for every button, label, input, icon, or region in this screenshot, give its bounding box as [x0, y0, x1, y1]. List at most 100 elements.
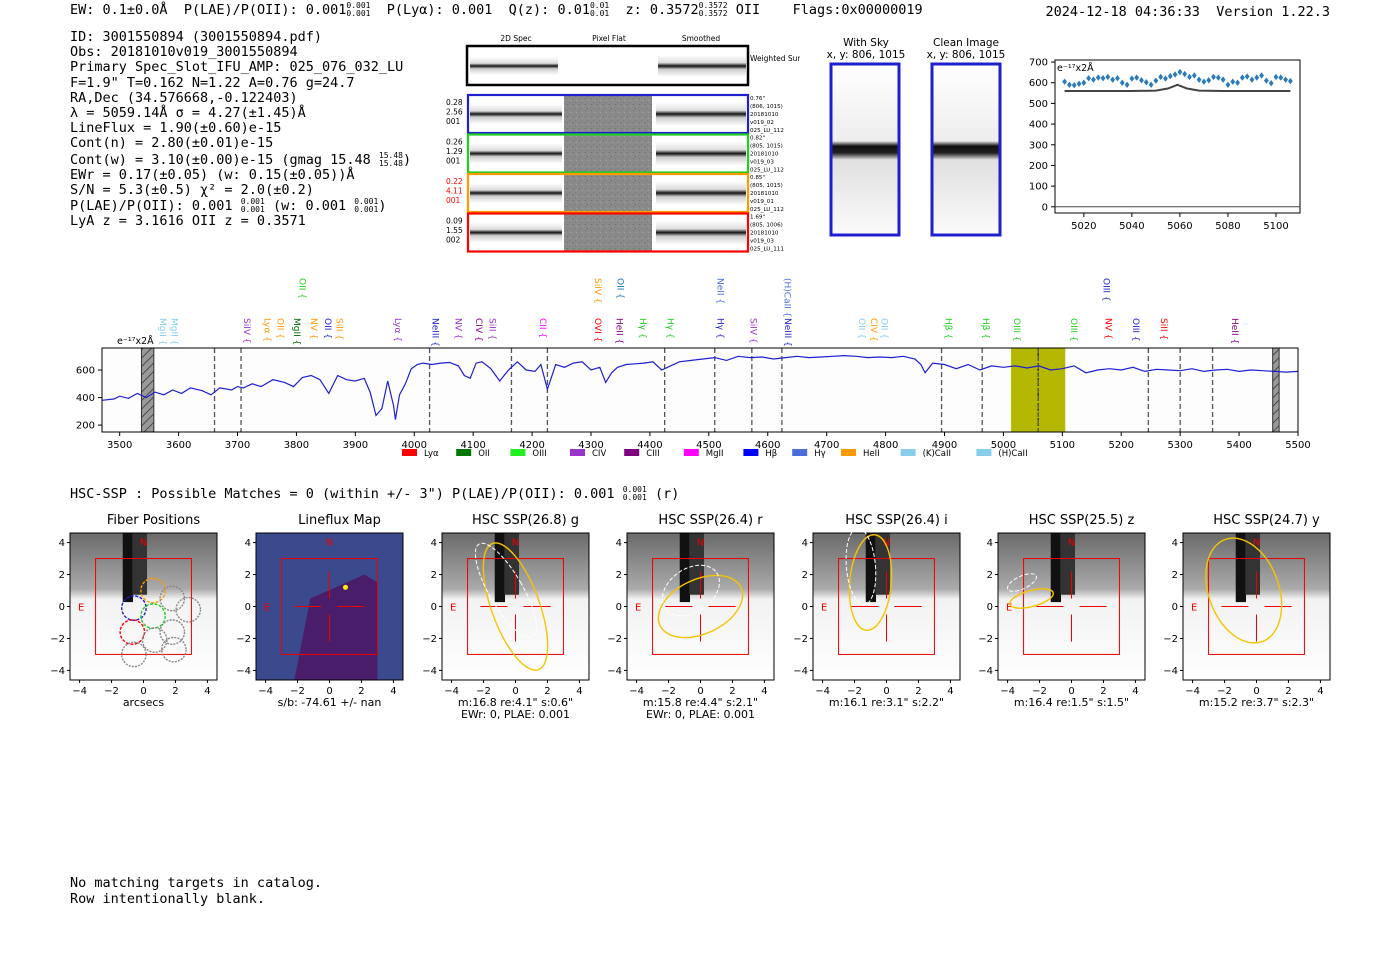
- hsc-title-hi: 0.001: [622, 485, 647, 494]
- panel-ytick-label: −2: [607, 634, 622, 645]
- compass-east: E: [635, 603, 641, 614]
- bright-source-streak: [494, 533, 506, 603]
- info-primary: Primary Spec_Slot_IFU_AMP: 025_076_032_L…: [70, 59, 404, 76]
- full-axes-frame: [101, 347, 1299, 433]
- full-ytick-label: 200: [76, 421, 95, 432]
- legend-label: MgII: [706, 449, 724, 459]
- info-plae: P(LAE)/P(OII): 0.001: [70, 198, 233, 215]
- panel-xtick-label: 0: [1253, 686, 1259, 697]
- emission-line-label: Lyα {: [262, 318, 272, 342]
- info-fline: F=1.9" T=0.162 N=1.22 A=0.76 g=24.7: [70, 74, 355, 91]
- header-flags: Flags:0x00000019: [792, 2, 923, 18]
- legend-label: CIII: [646, 449, 659, 459]
- zoom-xtick-label: 5040: [1119, 221, 1144, 232]
- panel-image: N E 4 2 0 −2 −4 −4 −2 0 2 4: [793, 527, 961, 697]
- cutout-right-label: 20181010: [750, 231, 779, 237]
- header-z-hi: 0.3572: [698, 1, 728, 10]
- info-plae-w: (w: 0.001: [272, 198, 347, 215]
- aperture-box: [467, 558, 564, 655]
- header-z-lo: 0.3572: [698, 9, 728, 18]
- compass-north: N: [1253, 538, 1260, 549]
- cutout-right-label: (805, 1015): [750, 183, 783, 189]
- emission-line-label: OII {: [275, 318, 285, 339]
- panel-xtick-label: 4: [390, 686, 396, 697]
- header-qz: Q(z): 0.01: [508, 2, 590, 18]
- legend-swatch: [624, 449, 640, 456]
- emission-line-label: OIII {: [1068, 318, 1078, 342]
- spec2d-image: [470, 183, 562, 203]
- emission-line-label: NV {: [1102, 318, 1112, 339]
- zoom-data-point: [1091, 76, 1096, 83]
- emission-line-label: OII {: [856, 318, 866, 339]
- zoom-data-point: [1139, 77, 1144, 84]
- compass-north: N: [697, 538, 704, 549]
- panel-caption-line-1: arcsecs: [122, 696, 165, 709]
- full-xtick-label: 5200: [1109, 440, 1134, 451]
- panel-ytick-label: 4: [1172, 538, 1178, 549]
- info-lineflux: LineFlux = 1.90(±0.60)e-15: [70, 120, 282, 137]
- zoom-data-point: [1211, 73, 1216, 81]
- emission-line-label: Hγ {: [637, 318, 647, 339]
- aperture-box: [281, 558, 378, 655]
- legend-label: Hγ: [814, 449, 825, 459]
- panel-caption: m:15.8 re:4.4" s:2.1" EWr: 0, PLAE: 0.001: [607, 697, 794, 721]
- legend-swatch: [792, 449, 808, 456]
- full-xtick-label: 3900: [343, 440, 368, 451]
- emission-line-label: SiII {: [334, 318, 344, 340]
- info-id: ID: 3001550894 (3001550894.pdf): [70, 29, 322, 45]
- panel-ytick-label: −4: [50, 666, 65, 677]
- info-lambda: λ = 5059.14Å σ = 4.27(±1.45)Å: [70, 105, 306, 122]
- legend-label: Lyα: [424, 449, 439, 459]
- full-ytick-label: 600: [76, 366, 95, 377]
- cutout-right-label: (805, 1015): [750, 144, 783, 150]
- panel-xtick-label: −4: [1000, 686, 1015, 697]
- panel-xtick-label: 4: [1317, 686, 1323, 697]
- zoom-data-point: [1191, 72, 1197, 79]
- zoom-data-point: [1215, 74, 1221, 81]
- aperture-box: [838, 558, 935, 655]
- zoom-data-point: [1263, 77, 1269, 84]
- full-xtick-label: 3600: [166, 440, 191, 451]
- emission-line-label: OIII {: [1101, 278, 1111, 302]
- zoom-data-point: [1110, 76, 1116, 83]
- panel-xtick-label: −2: [104, 686, 119, 697]
- emission-line-label: OII {: [879, 318, 889, 339]
- zoom-data-point: [1129, 75, 1135, 82]
- cutout-left-label: 1.55: [446, 226, 463, 235]
- compass-east: E: [1191, 603, 1197, 614]
- panel-ytick-label: 0: [1172, 602, 1178, 613]
- zoom-data-point: [1239, 74, 1245, 81]
- full-spectrum-plot: 200 400 600 3500 3600 3700 3800 3900 4000 4100 420…: [76, 278, 1311, 459]
- panel-xtick-label: 4: [947, 686, 953, 697]
- emission-line-label: SiII {: [487, 318, 497, 340]
- panel-ytick-label: 0: [802, 602, 808, 613]
- clean-image-title: Clean Image x, y: 806, 1015: [926, 37, 1006, 61]
- panel-ytick-label: 2: [431, 570, 437, 581]
- panel-ytick-label: 0: [987, 602, 993, 613]
- fiber-circle: [175, 596, 202, 623]
- legend-label: (H)CaII: [998, 449, 1027, 459]
- with-sky-title: With Sky x, y: 806, 1015: [826, 37, 906, 61]
- emission-line-label: OVI {: [592, 318, 602, 342]
- info-contn: Cont(n) = 2.80(±0.01)e-15: [70, 135, 274, 152]
- zoom-ytick-label: 700: [1029, 58, 1048, 69]
- cutout-right-label: 20181010: [750, 152, 779, 158]
- compass-north: N: [140, 538, 147, 549]
- panel-xtick-label: −4: [815, 686, 830, 697]
- panel-ytick-label: 4: [431, 538, 437, 549]
- zoom-data-point: [1153, 77, 1159, 84]
- hsc-title-lo: 0.001: [622, 493, 647, 502]
- panel-xtick-label: 0: [512, 686, 518, 697]
- zoom-unit-label: e⁻¹⁷x2Å: [1057, 62, 1094, 74]
- panel-image: N E 4 2 0 −2 −4 −4 −2 0 2 4: [1163, 532, 1331, 697]
- cutout-row-frame: [466, 212, 750, 253]
- panel-image: N E 4 2 0 −2 −4 −4 −2 0 2 4: [50, 532, 218, 697]
- zoom-data-point: [1230, 78, 1236, 85]
- panel-ytick-label: 0: [245, 602, 251, 613]
- full-xtick-label: 3700: [225, 440, 250, 451]
- cutout-right-label: 0.85": [750, 175, 765, 181]
- panel-xtick-label: 2: [729, 686, 735, 697]
- footer-notes: No matching targets in catalog. Row inte…: [70, 875, 322, 907]
- zoom-data-point: [1081, 79, 1087, 86]
